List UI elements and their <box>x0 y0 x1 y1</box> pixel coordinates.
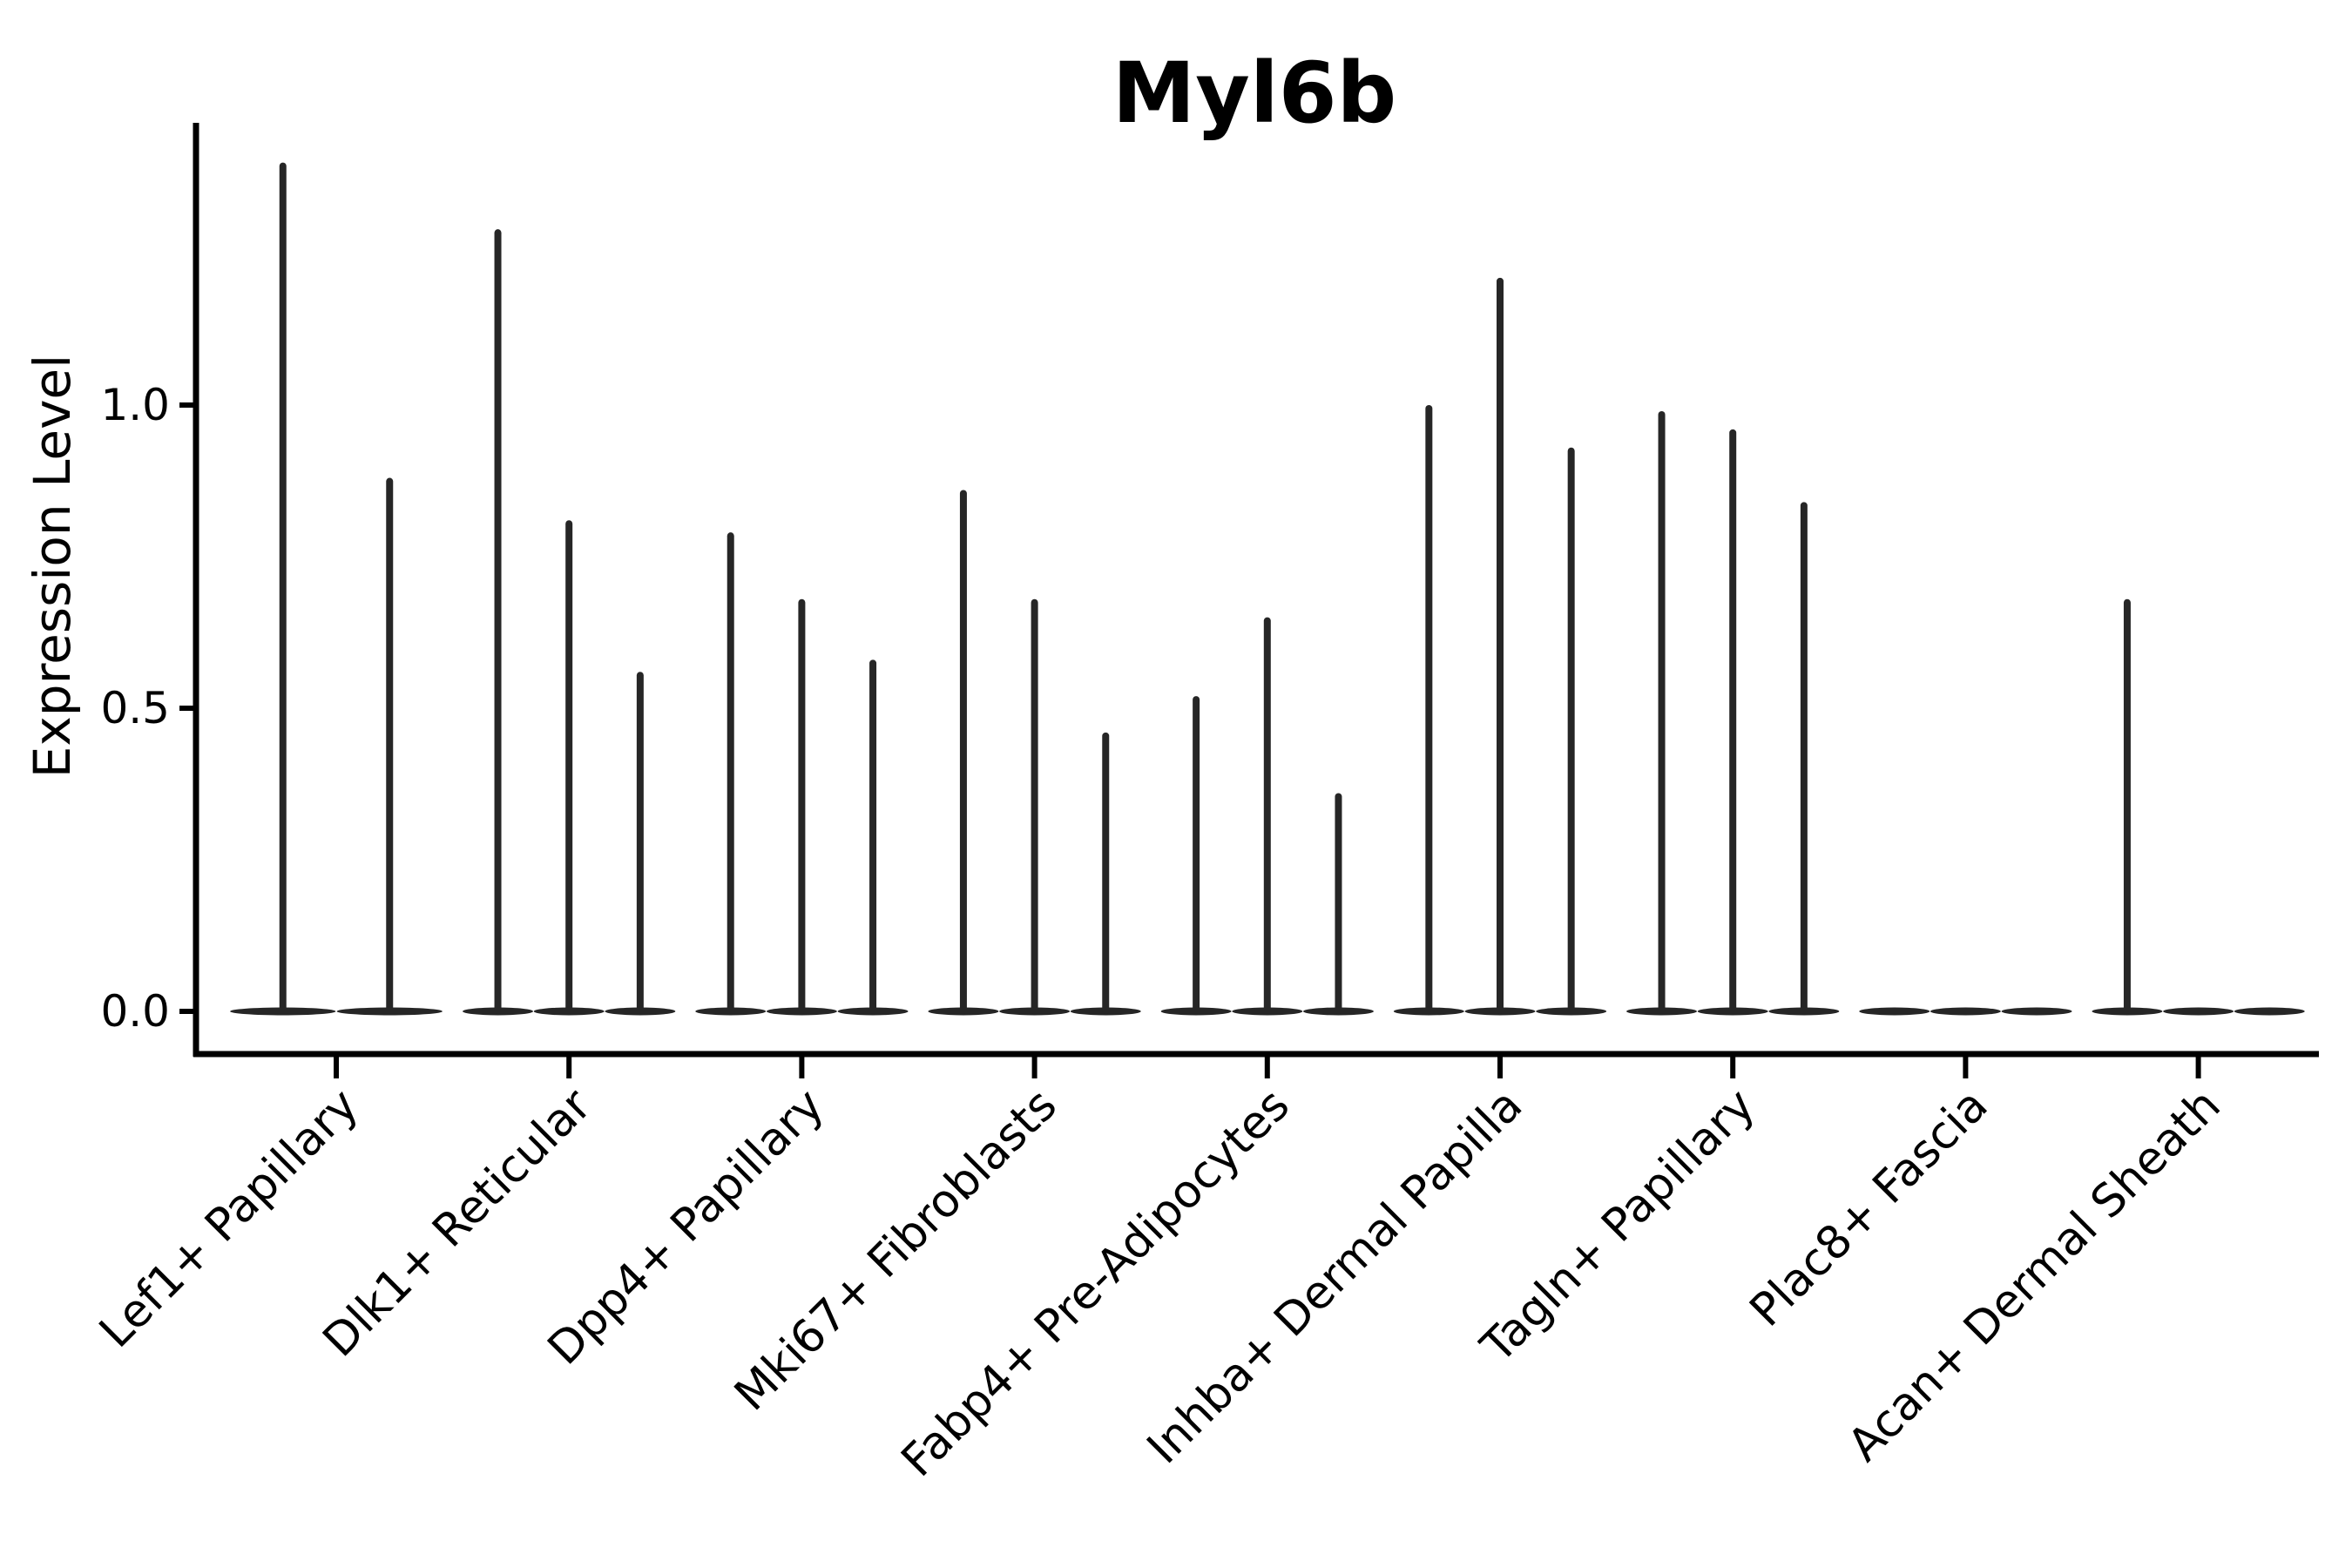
y-tick-label: 0.5 <box>100 683 170 733</box>
violin-body <box>2163 1007 2234 1016</box>
violin-body <box>1930 1007 2001 1016</box>
violin-body <box>2234 1007 2305 1016</box>
y-tick-label: 1.0 <box>100 380 170 430</box>
violin-body <box>2001 1007 2072 1016</box>
violin-body <box>1859 1007 1930 1016</box>
x-tick-label: Inhba+ Dermal Papilla <box>1138 1079 1532 1474</box>
x-tick-label: Plac8+ Fascia <box>1740 1079 1998 1337</box>
x-tick-label: Acan+ Dermal Sheath <box>1838 1079 2231 1472</box>
x-tick-label: Fabp4+ Pre-Adipocytes <box>892 1079 1300 1487</box>
chart-title: Myl6b <box>1112 44 1397 142</box>
y-tick-label: 0.0 <box>100 986 170 1037</box>
y-axis-label: Expression Level <box>23 355 82 778</box>
